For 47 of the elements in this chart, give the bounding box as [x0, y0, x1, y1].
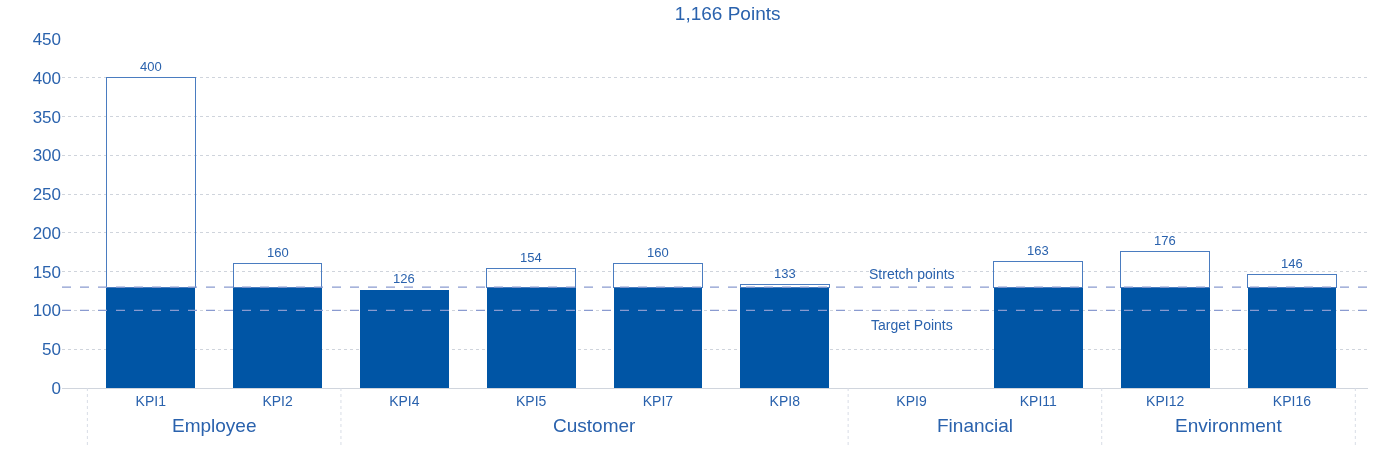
- total-label: 126: [393, 271, 415, 286]
- bar: [1120, 287, 1210, 388]
- x-tick-label: KPI9: [896, 392, 927, 409]
- ref-line-label: Stretch points: [869, 266, 955, 282]
- x-tick-label: KPI11: [1019, 392, 1058, 409]
- y-tick-label: 0: [51, 378, 61, 398]
- y-tick-label: 400: [32, 68, 61, 88]
- total-label: 160: [267, 245, 289, 260]
- bar: [486, 287, 576, 388]
- total-label: 160: [647, 245, 669, 260]
- text: Customer: [553, 415, 637, 436]
- y-tick-label: 300: [32, 146, 61, 166]
- text: Employee: [172, 415, 257, 436]
- bar: [993, 287, 1083, 388]
- x-tick-label: KPI4: [389, 392, 420, 409]
- bar: [105, 77, 196, 288]
- x-tick-label: KPI5: [515, 392, 547, 409]
- bar: [359, 290, 449, 388]
- total-label: 146: [1281, 256, 1303, 271]
- x-tick-label: KPI1: [135, 392, 167, 409]
- bar: [613, 287, 703, 388]
- x-tick-label: KPI2: [262, 392, 293, 409]
- y-tick-label: 50: [42, 340, 61, 360]
- bar: [1247, 287, 1337, 388]
- y-tick-label: 350: [32, 107, 61, 127]
- text: Financial: [937, 415, 1014, 436]
- total-label: 133: [774, 266, 796, 281]
- y-tick-label: 450: [32, 29, 61, 49]
- bar: [106, 287, 196, 388]
- x-tick-label: KPI16: [1272, 392, 1312, 409]
- y-tick-label: 250: [32, 185, 61, 205]
- y-tick-label: 150: [32, 262, 61, 282]
- x-tick-label: KPI12: [1146, 392, 1185, 409]
- bar: [233, 287, 322, 388]
- total-label: 176: [1154, 233, 1176, 248]
- chart-title: 1,166 Points: [674, 3, 781, 25]
- y-tick-label: 200: [32, 223, 61, 243]
- y-tick-label: 100: [32, 301, 61, 321]
- total-label: 400: [140, 59, 162, 74]
- total-label: 163: [1027, 243, 1049, 258]
- x-tick-label: KPI7: [642, 392, 674, 409]
- bar: [740, 287, 830, 388]
- text: Environment: [1175, 415, 1283, 436]
- x-tick-label: KPI8: [769, 392, 801, 409]
- ref-line-label: Target Points: [871, 317, 953, 333]
- bar: [739, 284, 830, 288]
- total-label: 154: [520, 250, 542, 265]
